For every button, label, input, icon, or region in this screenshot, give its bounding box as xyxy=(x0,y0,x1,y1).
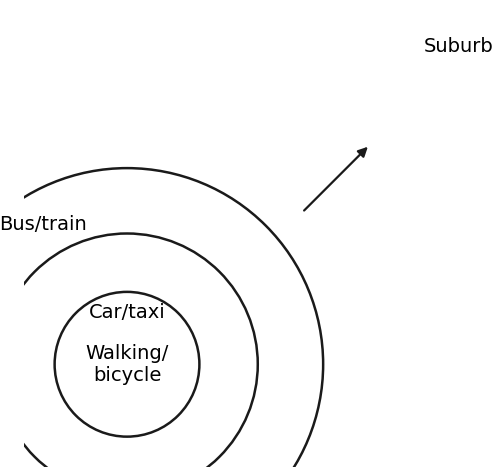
Circle shape xyxy=(0,168,323,467)
Text: Walking/
bicycle: Walking/ bicycle xyxy=(86,344,168,385)
Text: Suburb: Suburb xyxy=(424,37,494,56)
Text: Car/taxi: Car/taxi xyxy=(88,304,166,322)
Text: Bus/train: Bus/train xyxy=(0,215,87,234)
Circle shape xyxy=(54,292,200,437)
Circle shape xyxy=(0,234,258,467)
